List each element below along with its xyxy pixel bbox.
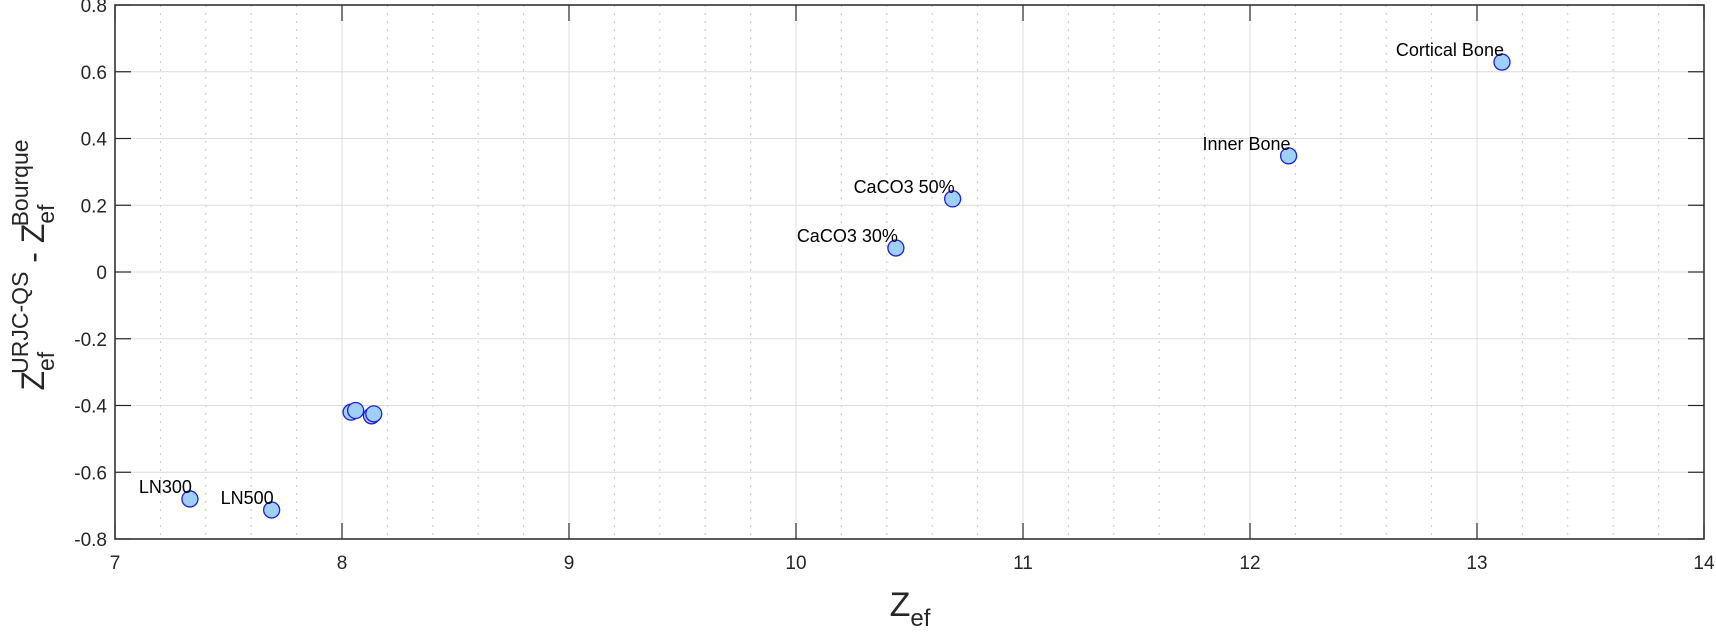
x-tick-labels: 7 8 9 10 11 12 13 14 [110,553,1715,574]
data-points [181,53,1511,519]
y-axis-label: ZefURJC-QS - ZefBourque [7,139,59,390]
minor-gridlines [159,5,1660,539]
plot-frame [114,4,1705,540]
point-label: Cortical Bone [1396,40,1504,60]
data-point [1279,147,1298,165]
x-tick-label: 11 [1013,553,1033,574]
data-point [943,190,962,208]
data-point [887,239,905,257]
data-point [262,501,281,519]
data-point [1493,53,1511,71]
point-label: Inner Bone [1203,134,1291,154]
y-tick-label: 0 [96,263,107,284]
x-axis-label: Zef [890,586,931,632]
point-labels: LN300 LN500 CaCO3 30% CaCO3 50% Inner Bone Co… [139,40,1504,508]
point-label: LN300 [139,477,192,497]
x-tick-label: 7 [110,553,121,574]
y-tick-label: -0.8 [74,530,107,551]
x-tick-label: 14 [1693,553,1715,574]
x-tick-label: 12 [1239,553,1260,574]
data-point [365,405,383,423]
data-point [181,490,199,508]
y-tick-label: 0.2 [81,196,107,217]
x-tick-label: 8 [337,553,348,574]
y-tick-label: 0.4 [81,130,108,151]
y-tick-label: 0.8 [81,0,107,17]
y-tick-labels: -0.8 -0.6 -0.4 -0.2 0 0.2 0.4 0.6 0.8 [74,0,107,551]
x-tick-label: 13 [1466,553,1487,574]
point-label: LN500 [221,488,274,508]
y-tick-label: -0.6 [74,463,107,484]
y-tick-label: 0.6 [81,63,107,84]
data-point [346,401,365,420]
y-tick-label: -0.2 [74,330,107,351]
y-tick-label: -0.4 [74,397,107,418]
point-label: CaCO3 30% [797,226,898,246]
x-tick-label: 10 [785,553,806,574]
point-label: CaCO3 50% [854,177,955,197]
x-tick-label: 9 [564,553,575,574]
